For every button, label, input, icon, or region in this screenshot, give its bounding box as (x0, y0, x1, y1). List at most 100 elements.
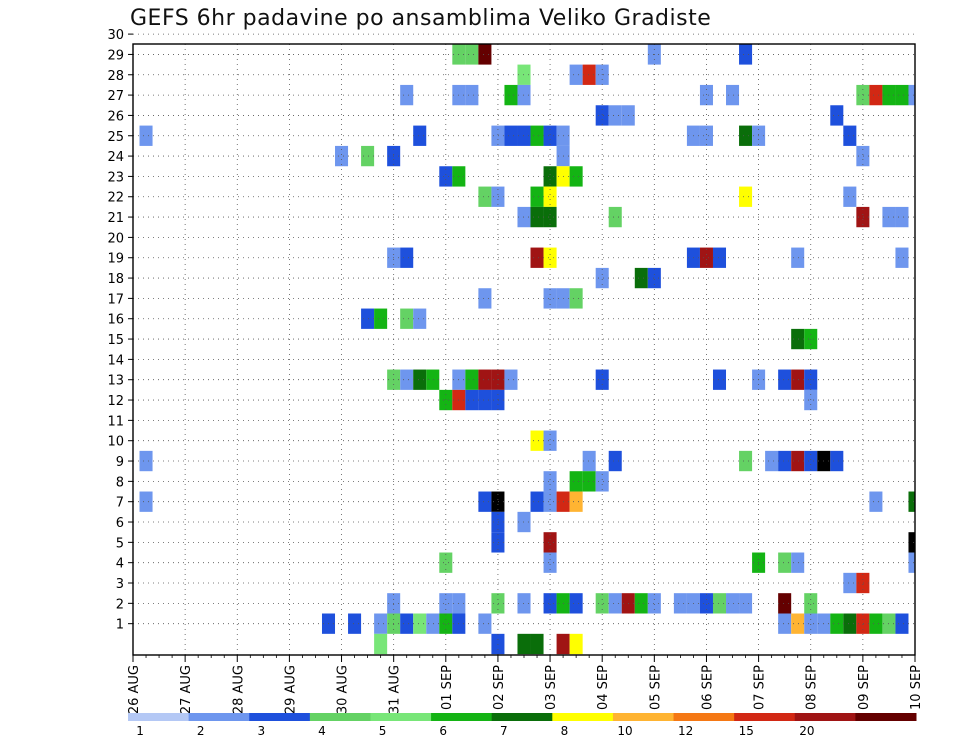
heatmap-cell (478, 491, 492, 512)
heatmap-cell (595, 105, 609, 126)
heatmap-cell (361, 308, 375, 329)
heatmap-cell (335, 145, 349, 167)
colorbar-swatch (734, 713, 796, 721)
heatmap-cell (856, 572, 870, 594)
colorbar-label: 4 (318, 724, 326, 738)
heatmap-cell (569, 633, 583, 655)
heatmap-cell (465, 369, 479, 390)
heatmap-cell (426, 613, 440, 634)
heatmap-cell (869, 613, 883, 634)
heatmap-cell (595, 593, 609, 614)
heatmap-cell (491, 186, 505, 207)
heatmap-cell (543, 491, 557, 512)
x-tick-label: 29 AUG (283, 665, 298, 714)
heatmap-cell (726, 84, 740, 106)
heatmap-cell (439, 593, 453, 614)
heatmap-cell (504, 84, 518, 106)
y-tick-label: 29 (107, 48, 124, 63)
x-tick-label: 06 SEP (700, 665, 715, 710)
heatmap-cell (804, 593, 818, 614)
heatmap-cell (543, 471, 557, 492)
heatmap-cell (712, 247, 727, 268)
heatmap-cell (517, 633, 531, 655)
heatmap-cell (634, 267, 648, 289)
heatmap-cell (608, 450, 622, 472)
grid-layer (133, 33, 915, 655)
x-tick-label: 26 AUG (127, 665, 142, 714)
heatmap-cell (895, 613, 909, 634)
heatmap-cell (699, 125, 713, 146)
x-tick-label: 08 SEP (805, 665, 820, 710)
heatmap-cell (843, 572, 857, 594)
heatmap-cell (569, 491, 583, 512)
heatmap-cell (374, 308, 388, 329)
y-tick-label: 9 (116, 455, 124, 470)
heatmap-cell (543, 532, 557, 553)
y-tick-label: 5 (116, 536, 124, 551)
heatmap-cell (895, 84, 909, 106)
heatmap-cell (491, 125, 505, 146)
heatmap-cell (804, 613, 818, 634)
heatmap-cell (569, 166, 583, 187)
colorbar: 1 2 3 4 5 6 7 8 10 12 15 20 (128, 713, 917, 738)
x-tick-label: 04 SEP (596, 665, 611, 710)
heatmap-cell (139, 491, 153, 512)
heatmap-cell (556, 633, 570, 655)
colorbar-label: 1 (136, 724, 144, 738)
heatmap-cell (569, 288, 583, 309)
y-tick-label: 14 (107, 353, 124, 368)
heatmap-cell (699, 593, 713, 614)
heatmap-cell (491, 532, 505, 553)
colorbar-label: 10 (617, 724, 632, 738)
heatmap-cell (791, 369, 805, 390)
heatmap-cell (869, 84, 883, 106)
heatmap-cell (543, 166, 557, 187)
heatmap-cell (673, 593, 687, 614)
heatmap-cell (543, 125, 557, 146)
heatmap-cell (478, 369, 492, 390)
colorbar-label: 12 (678, 724, 693, 738)
y-tick-label: 30 (107, 28, 124, 43)
heatmap-cell (413, 308, 427, 329)
y-tick-label: 7 (116, 496, 124, 511)
heatmap-cell (856, 84, 870, 106)
heatmap-cell (647, 267, 661, 289)
heatmap-cell (582, 64, 596, 85)
colorbar-label: 20 (799, 724, 814, 738)
heatmap-cell (465, 389, 479, 411)
heatmap-cell (608, 593, 622, 614)
heatmap-cell (856, 206, 870, 228)
heatmap-cell (139, 125, 153, 146)
heatmap-cell (869, 491, 883, 512)
y-tick-label: 2 (116, 597, 124, 612)
heatmap-cell (543, 288, 557, 309)
y-tick-label: 15 (107, 333, 124, 348)
heatmap-cell (908, 552, 915, 573)
heatmap-cell (400, 613, 414, 634)
heatmap-cell (778, 613, 792, 634)
colorbar-swatch (855, 713, 917, 721)
x-tick-label: 01 SEP (440, 665, 455, 710)
heatmap-cell (856, 613, 870, 634)
heatmap-cell (569, 593, 583, 614)
heatmap-cell (595, 471, 609, 492)
heatmap-cell (543, 593, 557, 614)
y-tick-label: 21 (107, 211, 124, 226)
heatmap-cell (739, 450, 753, 472)
colorbar-swatch (431, 713, 493, 721)
heatmap-cell (400, 369, 414, 390)
x-tick-label: 31 AUG (388, 665, 403, 714)
y-tick-label: 11 (107, 414, 124, 429)
heatmap-cell (478, 186, 492, 207)
heatmap-cell (595, 267, 609, 289)
heatmap-cell (530, 247, 544, 268)
y-tick-label: 1 (116, 618, 124, 633)
heatmap-cell (843, 125, 857, 146)
heatmap-cell (634, 593, 648, 614)
y-tick-label: 17 (107, 292, 124, 307)
heatmap-cell (778, 552, 792, 573)
y-tick-label: 4 (116, 557, 124, 572)
heatmap-cell (478, 44, 492, 65)
heatmap-cell (739, 44, 753, 65)
